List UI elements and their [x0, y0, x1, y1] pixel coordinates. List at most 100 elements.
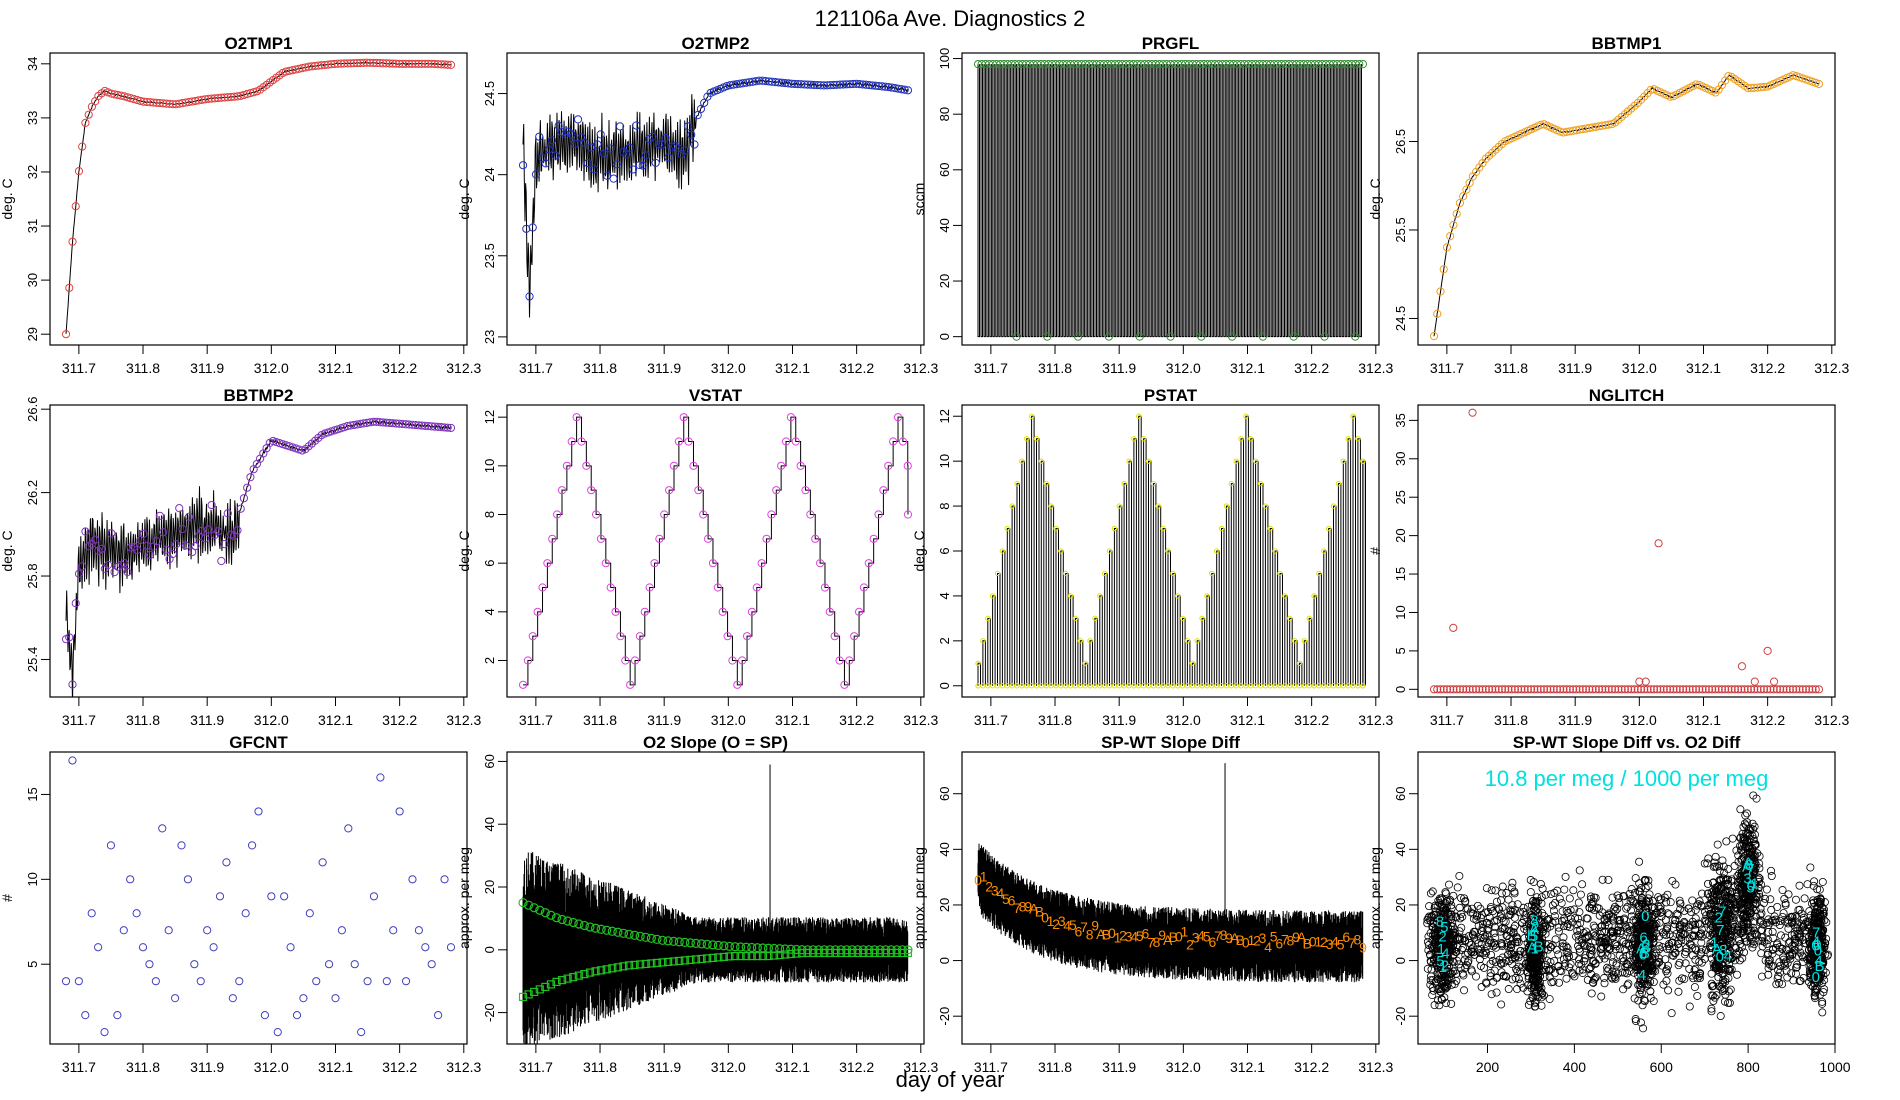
- data-point-nglitch: [1530, 685, 1539, 694]
- data-point-spwt_vs_o2: [1486, 903, 1495, 912]
- data-point-o2tmp1: [356, 58, 365, 68]
- series-line-prgfl: [977, 64, 1362, 338]
- data-point-o2tmp1: [291, 65, 300, 74]
- data-point-spwt_vs_o2: [1764, 960, 1773, 969]
- data-point-spwt_vs_o2: [1427, 912, 1436, 921]
- data-point-spwt_vs_o2: [1443, 920, 1452, 929]
- data-point-nglitch: [1788, 685, 1798, 694]
- data-point-spwt_vs_o2: [1472, 972, 1481, 981]
- data-point-spwt_vs_o2: [1674, 987, 1683, 996]
- data-point-nglitch: [1546, 685, 1555, 694]
- y-tick-label-vstat: 4: [482, 608, 497, 615]
- data-point-bbtmp2: [74, 569, 84, 578]
- data-point-spwt_vs_o2: [1428, 887, 1437, 896]
- data-point-o2tmp1: [139, 97, 148, 106]
- data-point-spwt: 0: [1242, 935, 1250, 951]
- data-point-vstat: [679, 413, 688, 422]
- x-tick-label-gfcnt: 312.1: [318, 1059, 353, 1075]
- data-point-spwt_vs_o2: [1696, 969, 1705, 978]
- data-point-vstat: [562, 461, 571, 470]
- data-point-o2slope: [719, 941, 729, 951]
- data-point-o2slope: [535, 905, 545, 915]
- data-point-nglitch: [1750, 685, 1759, 694]
- data-point-o2tmp1: [210, 94, 219, 103]
- data-point-o2tmp1: [149, 98, 158, 107]
- data-point-spwt: 3: [1192, 929, 1200, 945]
- data-point-gfcnt: [331, 994, 340, 1003]
- data-point-spwt_vs_o2: [1775, 921, 1784, 930]
- data-point-vstat: [582, 461, 591, 470]
- x-tick-label-o2tmp2: 311.8: [583, 360, 617, 376]
- data-point-spwt_vs_o2: [1472, 915, 1481, 924]
- data-point-o2slope: [585, 968, 595, 977]
- data-point-nglitch: [1675, 685, 1684, 694]
- data-point-spwt_vs_o2: [1439, 959, 1448, 968]
- x-tick-label-o2tmp2: 311.7: [519, 360, 553, 376]
- y-tick-label-nglitch: 20: [1393, 528, 1408, 542]
- data-point-spwt_vs_o2: [1448, 942, 1457, 951]
- data-point-bbtmp2: [162, 545, 171, 554]
- data-point-o2slope: [652, 934, 662, 944]
- data-point-o2tmp1: [443, 60, 452, 69]
- data-point-spwt_vs_o2: [1559, 933, 1568, 942]
- cluster-label-spwt_vs_o2: A: [1529, 921, 1539, 938]
- data-point-o2tmp2: [664, 153, 673, 162]
- data-point-spwt: 3: [1259, 930, 1267, 946]
- data-point-spwt_vs_o2: [1481, 946, 1490, 955]
- data-point-gfcnt: [414, 926, 423, 935]
- data-point-bbtmp1: [1578, 125, 1587, 134]
- data-point-vstat: [840, 680, 849, 689]
- data-point-spwt_vs_o2: [1555, 978, 1564, 987]
- data-point-spwt_vs_o2: [1575, 966, 1584, 975]
- data-point-o2tmp1: [197, 95, 206, 104]
- panel-title-pstat: PSTAT: [1144, 386, 1198, 405]
- data-point-spwt_vs_o2: [1668, 951, 1677, 960]
- data-point-spwt_vs_o2: [1611, 906, 1620, 915]
- x-tick-label-gfcnt: 311.8: [126, 1059, 160, 1075]
- data-point-spwt_vs_o2: [1458, 943, 1467, 952]
- data-point-o2slope: [641, 959, 650, 969]
- cluster-label-spwt_vs_o2: 4: [1441, 946, 1449, 963]
- data-point-spwt_vs_o2: [1575, 955, 1584, 964]
- data-point-bbtmp1: [1750, 83, 1759, 92]
- data-point-spwt_vs_o2: [1487, 990, 1496, 999]
- data-point-pstat: [1301, 638, 1308, 644]
- data-point-nglitch: [1746, 685, 1756, 694]
- data-point-spwt_vs_o2: [1738, 954, 1747, 963]
- data-point-gfcnt: [324, 960, 334, 969]
- data-point-spwt_vs_o2: [1437, 935, 1446, 944]
- data-point-spwt_vs_o2: [1427, 972, 1436, 981]
- x-tick-label-o2tmp2: 311.9: [647, 360, 681, 376]
- data-point-spwt_vs_o2: [1694, 919, 1703, 928]
- data-point-nglitch: [1449, 623, 1458, 632]
- data-point-nglitch: [1446, 685, 1455, 694]
- data-point-o2tmp2: [573, 115, 583, 124]
- data-point-prgfl: [1355, 60, 1364, 69]
- data-point-spwt_vs_o2: [1655, 945, 1664, 954]
- data-point-o2slope: [708, 953, 717, 963]
- y-tick-label-vstat: 10: [482, 459, 497, 473]
- data-point-spwt_vs_o2: [1790, 942, 1799, 951]
- data-point-nglitch: [1556, 685, 1565, 694]
- data-point-nglitch: [1682, 685, 1691, 694]
- data-point-o2slope: [546, 910, 556, 920]
- data-point-o2tmp2: [683, 122, 693, 131]
- data-point-nglitch: [1604, 685, 1613, 694]
- data-point-spwt_vs_o2: [1549, 906, 1558, 915]
- data-point-spwt_vs_o2: [1576, 947, 1585, 956]
- data-point-nglitch: [1452, 685, 1461, 694]
- cluster-label-spwt_vs_o2: B: [1815, 958, 1825, 975]
- data-point-o2tmp1: [385, 59, 394, 68]
- x-tick-label-bbtmp1: 311.8: [1494, 360, 1528, 376]
- data-point-vstat: [815, 559, 825, 568]
- data-point-spwt: 6: [1342, 929, 1350, 945]
- data-point-nglitch: [1468, 685, 1477, 694]
- data-point-spwt: 2: [1052, 916, 1060, 932]
- data-point-o2tmp1: [323, 60, 333, 69]
- data-point-spwt_vs_o2: [1494, 904, 1503, 913]
- data-point-o2tmp1: [136, 96, 145, 106]
- data-point-spwt: 6: [1008, 892, 1016, 908]
- data-point-spwt_vs_o2: [1629, 896, 1638, 905]
- data-point-vstat: [879, 486, 888, 495]
